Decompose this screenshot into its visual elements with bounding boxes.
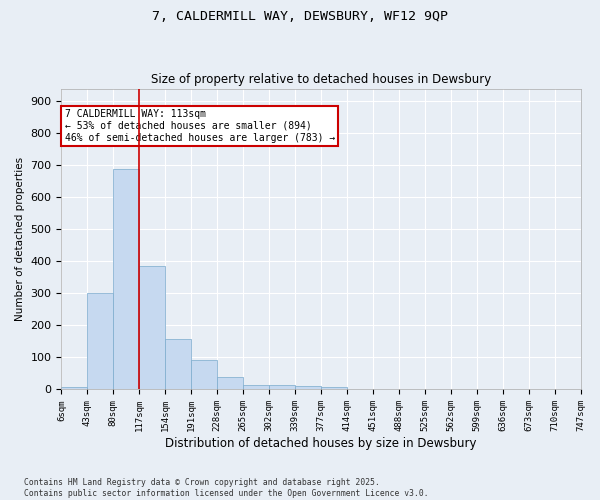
Text: Contains HM Land Registry data © Crown copyright and database right 2025.
Contai: Contains HM Land Registry data © Crown c…	[24, 478, 428, 498]
Bar	[269, 385, 295, 390]
Bar	[295, 386, 321, 390]
Text: 7 CALDERMILL WAY: 113sqm
← 53% of detached houses are smaller (894)
46% of semi-: 7 CALDERMILL WAY: 113sqm ← 53% of detach…	[65, 110, 335, 142]
X-axis label: Distribution of detached houses by size in Dewsbury: Distribution of detached houses by size …	[165, 437, 477, 450]
Bar	[165, 339, 191, 390]
Bar	[139, 266, 165, 390]
Bar	[88, 294, 113, 390]
Bar	[61, 387, 88, 390]
Bar	[321, 387, 347, 390]
Y-axis label: Number of detached properties: Number of detached properties	[15, 157, 25, 321]
Text: 7, CALDERMILL WAY, DEWSBURY, WF12 9QP: 7, CALDERMILL WAY, DEWSBURY, WF12 9QP	[152, 10, 448, 23]
Bar	[243, 384, 269, 390]
Bar	[191, 360, 217, 390]
Bar	[113, 168, 139, 390]
Bar	[217, 376, 243, 390]
Title: Size of property relative to detached houses in Dewsbury: Size of property relative to detached ho…	[151, 73, 491, 86]
